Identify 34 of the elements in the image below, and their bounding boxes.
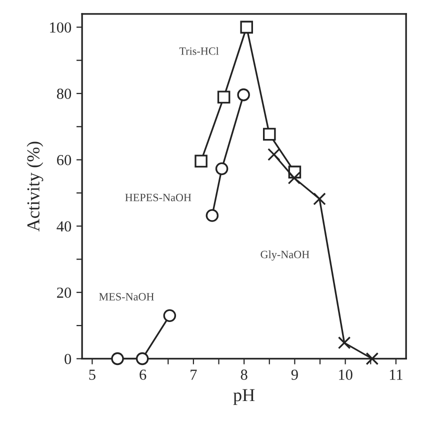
point	[194, 154, 208, 168]
point	[240, 20, 253, 34]
point	[338, 336, 351, 350]
point	[215, 162, 228, 176]
point	[206, 209, 219, 222]
y-axis-title: Activity (%)	[26, 142, 44, 232]
point	[163, 309, 176, 322]
y-tick-label: 60	[57, 154, 72, 166]
x-tick-label: 9	[291, 370, 298, 380]
x-tick-label: 5	[89, 370, 96, 380]
series-label: Gly-NaOH	[260, 250, 310, 261]
point	[366, 352, 379, 366]
series-label: MES-NaOH	[99, 293, 154, 300]
y-tick-label: 20	[57, 288, 72, 298]
x-tick-label: 10	[339, 370, 352, 380]
point	[263, 128, 276, 141]
x-tick-label: 8	[240, 370, 248, 380]
x-tick-label: 7	[190, 370, 197, 380]
point	[288, 172, 301, 184]
y-tick-label: 100	[50, 22, 72, 33]
series-label: HEPES-NaOH	[125, 194, 192, 202]
series-label: Tris-HCl	[179, 47, 219, 55]
x-tick-label: 11	[390, 370, 402, 380]
point	[111, 352, 124, 366]
point	[136, 352, 149, 366]
y-tick-label: 80	[56, 88, 72, 99]
x-tick-label: 6	[140, 370, 146, 380]
y-tick-label: 0	[64, 354, 72, 364]
x-axis-title: pH	[233, 389, 255, 405]
point	[313, 192, 326, 206]
point	[217, 90, 230, 104]
point	[237, 88, 250, 102]
y-tick-label: 40	[56, 221, 72, 232]
point	[268, 148, 280, 161]
